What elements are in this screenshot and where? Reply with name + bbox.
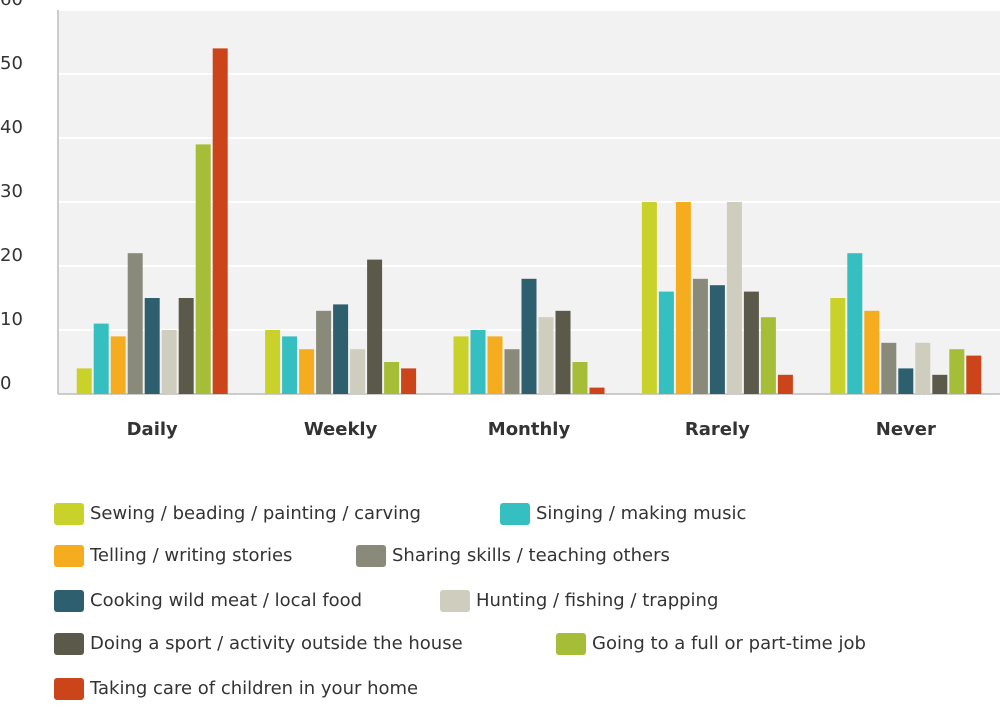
bar bbox=[915, 342, 931, 394]
y-tick-label: 0 bbox=[0, 373, 11, 394]
bar bbox=[453, 336, 469, 394]
legend-swatch bbox=[54, 545, 84, 567]
bar bbox=[743, 291, 759, 394]
bar bbox=[555, 310, 571, 394]
x-tick-label: Never bbox=[876, 419, 936, 440]
bar bbox=[966, 355, 982, 394]
bar bbox=[161, 330, 177, 394]
legend-swatch bbox=[54, 678, 84, 700]
legend-swatch bbox=[440, 590, 470, 612]
legend-label: Telling / writing stories bbox=[89, 545, 292, 566]
bar bbox=[384, 362, 400, 394]
bar bbox=[195, 144, 211, 394]
y-tick-label: 30 bbox=[0, 181, 23, 202]
bar bbox=[367, 259, 383, 394]
bar bbox=[949, 349, 965, 394]
y-tick-label: 20 bbox=[0, 245, 23, 266]
bar bbox=[470, 330, 486, 394]
x-tick-label: Daily bbox=[127, 419, 178, 440]
bar bbox=[932, 374, 948, 394]
bar bbox=[830, 298, 846, 394]
bar bbox=[350, 349, 366, 394]
y-tick-label: 40 bbox=[0, 117, 23, 138]
x-tick-label: Weekly bbox=[304, 419, 378, 440]
bar bbox=[521, 278, 537, 394]
bar bbox=[760, 317, 776, 394]
bar bbox=[265, 330, 281, 394]
legend-swatch bbox=[54, 590, 84, 612]
bar bbox=[847, 253, 863, 394]
bar bbox=[726, 202, 742, 394]
bar bbox=[777, 374, 793, 394]
bar bbox=[178, 298, 194, 394]
bar bbox=[709, 285, 725, 394]
y-tick-label: 60 bbox=[0, 0, 23, 10]
bar bbox=[675, 202, 691, 394]
legend-swatch bbox=[54, 633, 84, 655]
bar bbox=[864, 310, 880, 394]
x-tick-label: Monthly bbox=[488, 419, 571, 440]
bar bbox=[333, 304, 349, 394]
legend-label: Singing / making music bbox=[536, 503, 746, 524]
legend-label: Cooking wild meat / local food bbox=[90, 590, 362, 611]
legend-label: Taking care of children in your home bbox=[89, 678, 418, 699]
bar bbox=[127, 253, 143, 394]
bar bbox=[316, 310, 332, 394]
bar bbox=[76, 368, 92, 394]
y-tick-label: 10 bbox=[0, 309, 23, 330]
legend-label: Doing a sport / activity outside the hou… bbox=[90, 633, 463, 654]
legend-swatch bbox=[54, 503, 84, 525]
bar bbox=[401, 368, 417, 394]
bar bbox=[881, 342, 897, 394]
bar bbox=[538, 317, 554, 394]
bar bbox=[692, 278, 708, 394]
bar bbox=[504, 349, 520, 394]
x-tick-label: Rarely bbox=[685, 419, 750, 440]
legend-label: Sharing skills / teaching others bbox=[392, 545, 670, 566]
bar bbox=[487, 336, 503, 394]
legend-swatch bbox=[556, 633, 586, 655]
bar bbox=[282, 336, 298, 394]
bar bbox=[299, 349, 315, 394]
bar bbox=[93, 323, 109, 394]
bar bbox=[589, 387, 605, 394]
bar bbox=[641, 202, 657, 394]
legend-label: Going to a full or part-time job bbox=[592, 633, 866, 654]
legend-label: Hunting / fishing / trapping bbox=[476, 590, 718, 611]
bar bbox=[144, 298, 160, 394]
bar bbox=[572, 362, 588, 394]
legend-swatch bbox=[500, 503, 530, 525]
bar bbox=[658, 291, 674, 394]
y-tick-label: 50 bbox=[0, 53, 23, 74]
bar bbox=[212, 48, 228, 395]
bar bbox=[898, 368, 914, 394]
legend-label: Sewing / beading / painting / carving bbox=[90, 503, 421, 524]
legend-swatch bbox=[356, 545, 386, 567]
bar bbox=[110, 336, 126, 394]
